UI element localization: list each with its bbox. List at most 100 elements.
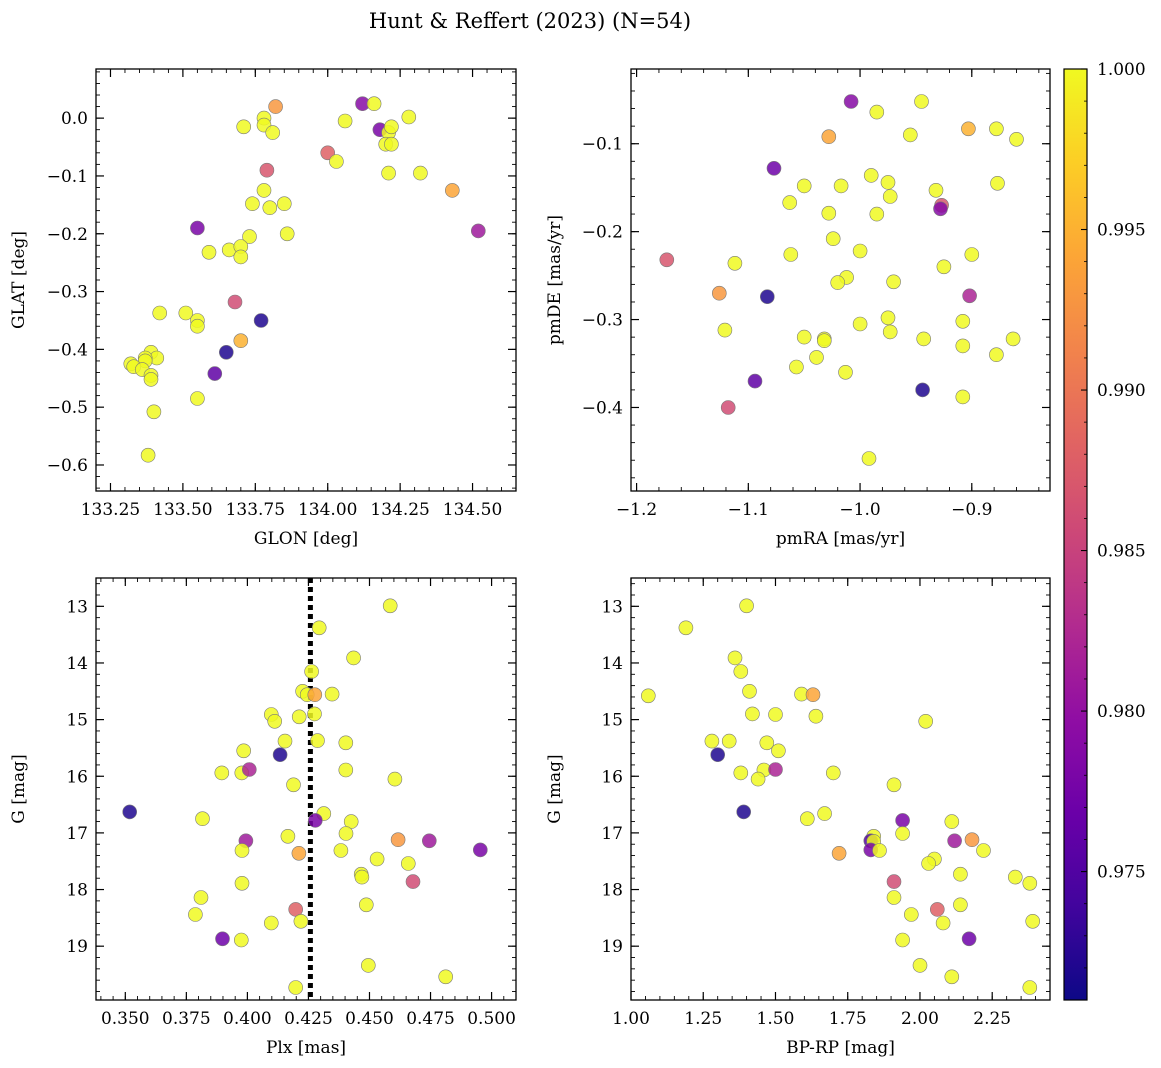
x-tick-label: 1.75 bbox=[829, 1009, 867, 1029]
minor-ticks bbox=[96, 69, 516, 491]
data-point bbox=[291, 845, 307, 861]
data-point bbox=[961, 121, 976, 137]
data-point bbox=[733, 765, 749, 781]
x-axis-label: pmRA [mas/yr] bbox=[776, 529, 905, 549]
figure-title: Hunt & Reffert (2023) (N=54) bbox=[369, 9, 691, 33]
x-tick-label: 133.25 bbox=[81, 500, 140, 520]
data-point bbox=[152, 305, 167, 321]
x-tick-label: 0.500 bbox=[467, 1009, 516, 1029]
data-point bbox=[944, 969, 960, 985]
y-axis-label: G [mag] bbox=[9, 754, 29, 823]
data-point bbox=[816, 333, 832, 349]
data-point bbox=[861, 451, 877, 466]
data-point bbox=[1007, 869, 1023, 885]
data-point bbox=[338, 762, 354, 778]
colorbar-tick-label: 1.000 bbox=[1097, 60, 1146, 80]
data-point bbox=[789, 359, 804, 375]
data-point bbox=[895, 932, 910, 948]
x-tick-label: 2.25 bbox=[973, 1009, 1011, 1029]
data-point bbox=[825, 231, 841, 246]
y-tick-label: 19 bbox=[66, 937, 88, 957]
data-point bbox=[659, 252, 675, 268]
y-tick-label: 14 bbox=[66, 654, 88, 674]
major-ticks bbox=[631, 69, 1050, 491]
data-point bbox=[215, 931, 230, 947]
data-point bbox=[736, 804, 752, 820]
data-point bbox=[809, 350, 824, 365]
colorbar-tick-label: 0.990 bbox=[1097, 381, 1146, 401]
x-tick-label: 0.350 bbox=[101, 1009, 150, 1029]
axes-frame bbox=[630, 577, 1051, 1001]
data-point bbox=[733, 664, 749, 679]
x-tick-label: 134.25 bbox=[370, 500, 429, 520]
x-tick-label: −1.1 bbox=[728, 500, 769, 520]
data-point bbox=[1022, 875, 1038, 891]
y-tick-label: −0.3 bbox=[582, 311, 623, 331]
data-point bbox=[831, 845, 847, 861]
y-tick-label: 13 bbox=[66, 597, 88, 617]
data-point bbox=[768, 707, 783, 722]
data-point bbox=[886, 890, 902, 905]
panel-plx-g: 0.350 0.375 0.400 0.425 0.450 0.475 0.500 13 14 1… bbox=[9, 577, 517, 1058]
axes-frame bbox=[630, 68, 1051, 492]
data-point bbox=[989, 121, 1004, 137]
data-point bbox=[256, 183, 272, 198]
data-point bbox=[384, 119, 399, 135]
x-axis-label: Plx [mas] bbox=[266, 1038, 346, 1058]
data-point bbox=[825, 765, 841, 781]
minor-ticks bbox=[96, 578, 516, 1000]
data-point bbox=[953, 866, 968, 882]
data-point bbox=[640, 688, 656, 704]
panel-glon-glat: 133.25 133.50 133.75 134.00 134.25 134.50 0.0 −… bbox=[9, 68, 517, 549]
data-point bbox=[745, 706, 760, 722]
x-tick-label: 133.75 bbox=[226, 500, 285, 520]
data-point bbox=[921, 856, 936, 871]
y-axis-label: GLAT [deg] bbox=[9, 231, 29, 329]
y-tick-label: 15 bbox=[66, 711, 88, 731]
data-point bbox=[259, 162, 275, 178]
x-tick-label: 1.25 bbox=[684, 1009, 722, 1029]
data-point bbox=[262, 200, 278, 215]
data-point bbox=[277, 733, 293, 749]
data-point bbox=[933, 201, 948, 217]
data-point bbox=[918, 713, 934, 729]
data-point bbox=[265, 125, 281, 140]
data-point bbox=[782, 195, 798, 210]
x-tick-label: 0.400 bbox=[223, 1009, 272, 1029]
data-point bbox=[886, 777, 902, 793]
data-point bbox=[304, 664, 319, 679]
major-ticks bbox=[96, 69, 516, 491]
axes-frame bbox=[95, 68, 517, 492]
y-tick-label: 14 bbox=[601, 654, 623, 674]
data-point bbox=[219, 344, 234, 360]
data-point bbox=[704, 733, 720, 749]
data-point bbox=[928, 183, 944, 198]
data-point bbox=[472, 842, 488, 858]
data-point bbox=[276, 196, 292, 211]
data-point bbox=[146, 404, 162, 420]
data-point bbox=[193, 890, 209, 905]
x-tick-label: 0.475 bbox=[406, 1009, 455, 1029]
x-tick-label: 2.00 bbox=[901, 1009, 939, 1029]
data-point bbox=[852, 316, 868, 332]
data-point bbox=[947, 833, 962, 849]
colorbar-tick-label: 0.980 bbox=[1097, 702, 1146, 722]
data-point bbox=[821, 129, 837, 144]
data-point bbox=[178, 305, 194, 321]
data-point bbox=[234, 875, 250, 891]
data-point bbox=[808, 708, 824, 724]
data-point bbox=[955, 313, 971, 329]
data-point bbox=[329, 154, 344, 169]
data-point bbox=[267, 713, 283, 729]
colorbar-tick-label: 0.985 bbox=[1097, 542, 1146, 562]
axes-frame bbox=[95, 577, 517, 1001]
data-point bbox=[796, 178, 812, 194]
data-point bbox=[140, 447, 156, 463]
data-point bbox=[438, 969, 454, 985]
data-point bbox=[830, 275, 846, 290]
x-tick-label: 0.375 bbox=[162, 1009, 211, 1029]
data-point bbox=[720, 400, 736, 415]
data-point bbox=[1005, 331, 1021, 347]
data-point bbox=[354, 869, 370, 885]
